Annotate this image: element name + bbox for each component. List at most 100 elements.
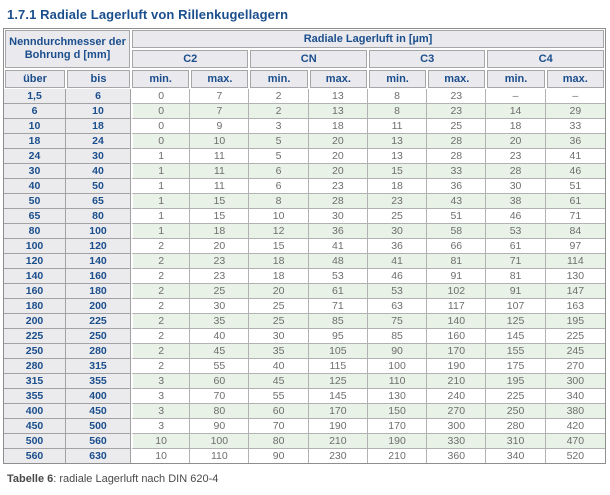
clearance-value-cell: 23 [190, 269, 250, 284]
bore-range-cell: 10 [4, 119, 66, 134]
clearance-value-cell: 85 [367, 329, 428, 344]
bore-range-cell: 30 [66, 149, 132, 164]
clearance-value-cell: 46 [367, 269, 428, 284]
over-header: über [4, 69, 66, 89]
clearance-value-cell: 5 [249, 134, 309, 149]
clearance-value-cell: 15 [190, 209, 250, 224]
clearance-value-cell: 60 [190, 374, 250, 389]
clearance-value-cell: 61 [308, 284, 368, 299]
clearance-value-cell: 71 [308, 299, 368, 314]
clearance-value-cell: 13 [308, 104, 368, 119]
clearance-value-cell: 23 [367, 194, 428, 209]
clearance-value-cell: 145 [308, 389, 368, 404]
bore-range-cell: 450 [66, 404, 132, 419]
clearance-value-cell: 7 [190, 89, 250, 104]
clearance-value-cell: 51 [427, 209, 487, 224]
clearance-value-cell: 41 [545, 149, 605, 164]
clearance-value-cell: 107 [486, 299, 546, 314]
clearance-value-cell: 30 [367, 224, 428, 239]
bore-range-cell: 355 [4, 389, 66, 404]
clearance-value-cell: 48 [308, 254, 368, 269]
clearance-value-cell: 360 [427, 449, 487, 463]
table-row: 6 10 0 7 2 13 8 23 14 29 [4, 104, 605, 119]
table-row: 18 24 0 10 5 20 13 28 20 36 [4, 134, 605, 149]
clearance-value-cell: 15 [190, 194, 250, 209]
clearance-value-cell: 25 [190, 284, 250, 299]
clearance-value-cell: 40 [249, 359, 309, 374]
clearance-value-cell: 3 [131, 404, 191, 419]
clearance-value-cell: 195 [486, 374, 546, 389]
clearance-value-cell: 41 [308, 239, 368, 254]
clearance-value-cell: 20 [308, 164, 368, 179]
clearance-value-cell: 30 [486, 179, 546, 194]
clearance-value-cell: 105 [308, 344, 368, 359]
clearance-value-cell: 18 [486, 119, 546, 134]
clearance-value-cell: 85 [308, 314, 368, 329]
clearance-value-cell: 28 [308, 194, 368, 209]
clearance-value-cell: 18 [249, 269, 309, 284]
clearance-value-cell: 140 [427, 314, 487, 329]
bore-range-cell: 315 [4, 374, 66, 389]
min-header-c4: min. [486, 69, 546, 89]
clearance-value-cell: 170 [308, 404, 368, 419]
clearance-value-cell: 55 [190, 359, 250, 374]
clearance-value-cell: 175 [486, 359, 546, 374]
clearance-value-cell: 3 [131, 374, 191, 389]
class-header-cn: CN [249, 49, 368, 69]
table-row: 65 80 1 15 10 30 25 51 46 71 [4, 209, 605, 224]
bore-range-cell: 280 [66, 344, 132, 359]
clearance-value-cell: 110 [190, 449, 250, 463]
clearance-value-cell: 270 [545, 359, 605, 374]
clearance-value-cell: 91 [486, 284, 546, 299]
clearance-value-cell: 28 [427, 134, 487, 149]
clearance-value-cell: 195 [545, 314, 605, 329]
bore-range-cell: 6 [4, 104, 66, 119]
clearance-value-cell: 12 [249, 224, 309, 239]
bore-range-cell: 50 [66, 179, 132, 194]
bore-range-cell: 180 [4, 299, 66, 314]
clearance-value-cell: 33 [427, 164, 487, 179]
clearance-value-cell: 25 [249, 299, 309, 314]
clearance-value-cell: 20 [308, 134, 368, 149]
max-header-c3: max. [427, 69, 487, 89]
clearance-value-cell: 125 [308, 374, 368, 389]
clearance-value-cell: 90 [190, 419, 250, 434]
caption-label: Tabelle 6 [7, 473, 54, 485]
bore-range-cell: 40 [66, 164, 132, 179]
clearance-value-cell: 25 [427, 119, 487, 134]
table-row: 400 450 3 80 60 170 150 270 250 380 [4, 404, 605, 419]
table-row: 10 18 0 9 3 18 11 25 18 33 [4, 119, 605, 134]
clearance-value-cell: 240 [427, 389, 487, 404]
clearance-value-cell: 125 [486, 314, 546, 329]
clearance-value-cell: 190 [427, 359, 487, 374]
clearance-value-cell: 20 [249, 284, 309, 299]
clearance-value-cell: 15 [249, 239, 309, 254]
clearance-value-cell: 300 [427, 419, 487, 434]
clearance-value-cell: 90 [367, 344, 428, 359]
bore-range-cell: 140 [4, 269, 66, 284]
clearance-value-cell: 81 [486, 269, 546, 284]
clearance-value-cell: 81 [427, 254, 487, 269]
clearance-value-cell: 170 [427, 344, 487, 359]
clearance-value-cell: 20 [190, 239, 250, 254]
clearance-value-cell: 70 [249, 419, 309, 434]
clearance-value-cell: 23 [427, 89, 487, 104]
clearance-value-cell: 45 [249, 374, 309, 389]
bore-range-cell: 250 [4, 344, 66, 359]
clearance-value-cell: 8 [367, 104, 428, 119]
table-body: 1,5 6 0 7 2 13 8 23– –6 10 0 7 2 13 8 23 14 29 10 18 0 9 3 18 11… [4, 89, 605, 463]
bore-range-cell: 280 [4, 359, 66, 374]
clearance-value-cell: 43 [427, 194, 487, 209]
clearance-value-cell: 145 [486, 329, 546, 344]
clearance-value-cell: 97 [545, 239, 605, 254]
bore-range-cell: 10 [66, 104, 132, 119]
clearance-value-cell: 310 [486, 434, 546, 449]
bore-range-cell: 560 [4, 449, 66, 463]
clearance-value-cell: 0 [131, 134, 191, 149]
clearance-value-cell: 110 [367, 374, 428, 389]
clearance-value-cell: 70 [190, 389, 250, 404]
clearance-value-cell: 11 [190, 164, 250, 179]
table-row: 30 40 1 11 6 20 15 33 28 46 [4, 164, 605, 179]
bore-range-cell: 120 [4, 254, 66, 269]
clearance-value-cell: 6 [249, 179, 309, 194]
